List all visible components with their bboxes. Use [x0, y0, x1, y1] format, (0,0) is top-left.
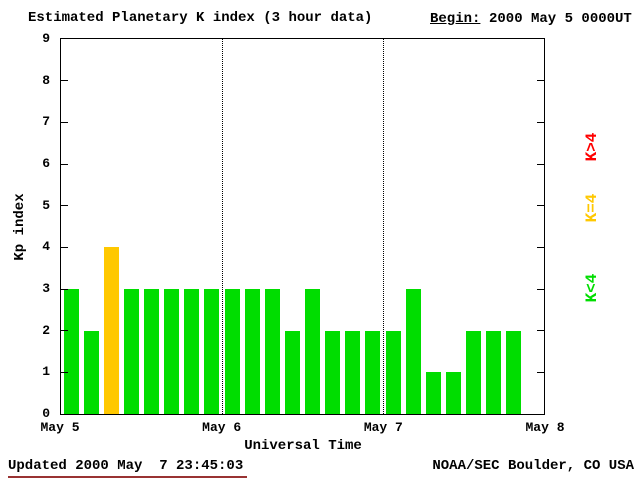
kp-bar: [305, 289, 321, 414]
kp-bar: [345, 330, 361, 414]
y-tick-mark: [61, 288, 68, 290]
x-tick-label: May 6: [202, 420, 242, 435]
y-tick-label: 7: [42, 114, 50, 130]
kp-bar: [164, 289, 180, 414]
y-tick-mark: [61, 163, 68, 165]
y-tick-label: 5: [42, 197, 50, 213]
kp-bar: [365, 330, 381, 414]
y-tick-mark: [537, 246, 544, 248]
y-tick-mark: [61, 246, 68, 248]
y-tick-mark: [537, 121, 544, 123]
y-tick-mark: [61, 121, 68, 123]
kp-bar: [486, 330, 502, 414]
begin-label: Begin:: [430, 11, 481, 27]
y-tick-mark: [61, 205, 68, 207]
y-tick-label: 6: [42, 156, 50, 171]
kp-bar: [405, 289, 421, 414]
legend-item: K=4: [583, 193, 601, 223]
y-tick-label: 1: [42, 364, 50, 380]
kp-bar: [83, 330, 99, 414]
kp-bar: [224, 289, 240, 414]
chart-title: Estimated Planetary K index (3 hour data…: [28, 10, 373, 26]
y-tick-label: 2: [42, 322, 50, 338]
y-tick-mark: [537, 163, 544, 165]
kp-bar: [144, 289, 160, 414]
y-tick-label: 3: [42, 281, 50, 296]
credit-text: NOAA/SEC Boulder, CO USA: [432, 458, 634, 474]
x-tick-label: May 8: [525, 420, 565, 435]
updated-timestamp: Updated 2000 May 7 23:45:03: [8, 458, 244, 474]
y-tick-label: 0: [42, 406, 50, 421]
begin-value: 2000 May 5 0000UT: [489, 11, 632, 27]
kp-bar: [445, 372, 461, 414]
x-tick-label: May 5: [40, 420, 80, 435]
y-tick-mark: [537, 330, 544, 332]
x-axis-title: Universal Time: [244, 438, 362, 454]
y-tick-mark: [537, 205, 544, 207]
kp-bar: [264, 289, 280, 414]
kp-bar: [244, 289, 260, 414]
x-tick-label: May 7: [363, 420, 403, 435]
y-tick-mark: [537, 80, 544, 82]
y-tick-mark: [537, 288, 544, 290]
plot-area: [60, 38, 545, 415]
updated-underline: [8, 476, 247, 478]
y-tick-label: 8: [42, 72, 50, 88]
kp-bar: [466, 330, 482, 414]
y-tick-mark: [61, 371, 68, 373]
legend-item: K>4: [583, 132, 601, 162]
y-tick-label: 9: [42, 31, 50, 46]
day-divider-line: [383, 39, 384, 414]
kp-bar: [506, 330, 522, 414]
kp-bar: [284, 330, 300, 414]
kp-bar: [325, 330, 341, 414]
kp-bar: [184, 289, 200, 414]
legend-item: K<4: [583, 273, 601, 303]
y-tick-mark: [537, 371, 544, 373]
y-tick-mark: [61, 330, 68, 332]
kp-bar: [425, 372, 441, 414]
kp-bar: [63, 289, 79, 414]
kp-bar: [103, 247, 119, 414]
y-tick-mark: [61, 80, 68, 82]
day-divider-line: [222, 39, 223, 414]
kp-bar: [385, 330, 401, 414]
kp-bar: [204, 289, 220, 414]
kp-bar: [123, 289, 139, 414]
y-tick-label: 4: [42, 239, 50, 255]
